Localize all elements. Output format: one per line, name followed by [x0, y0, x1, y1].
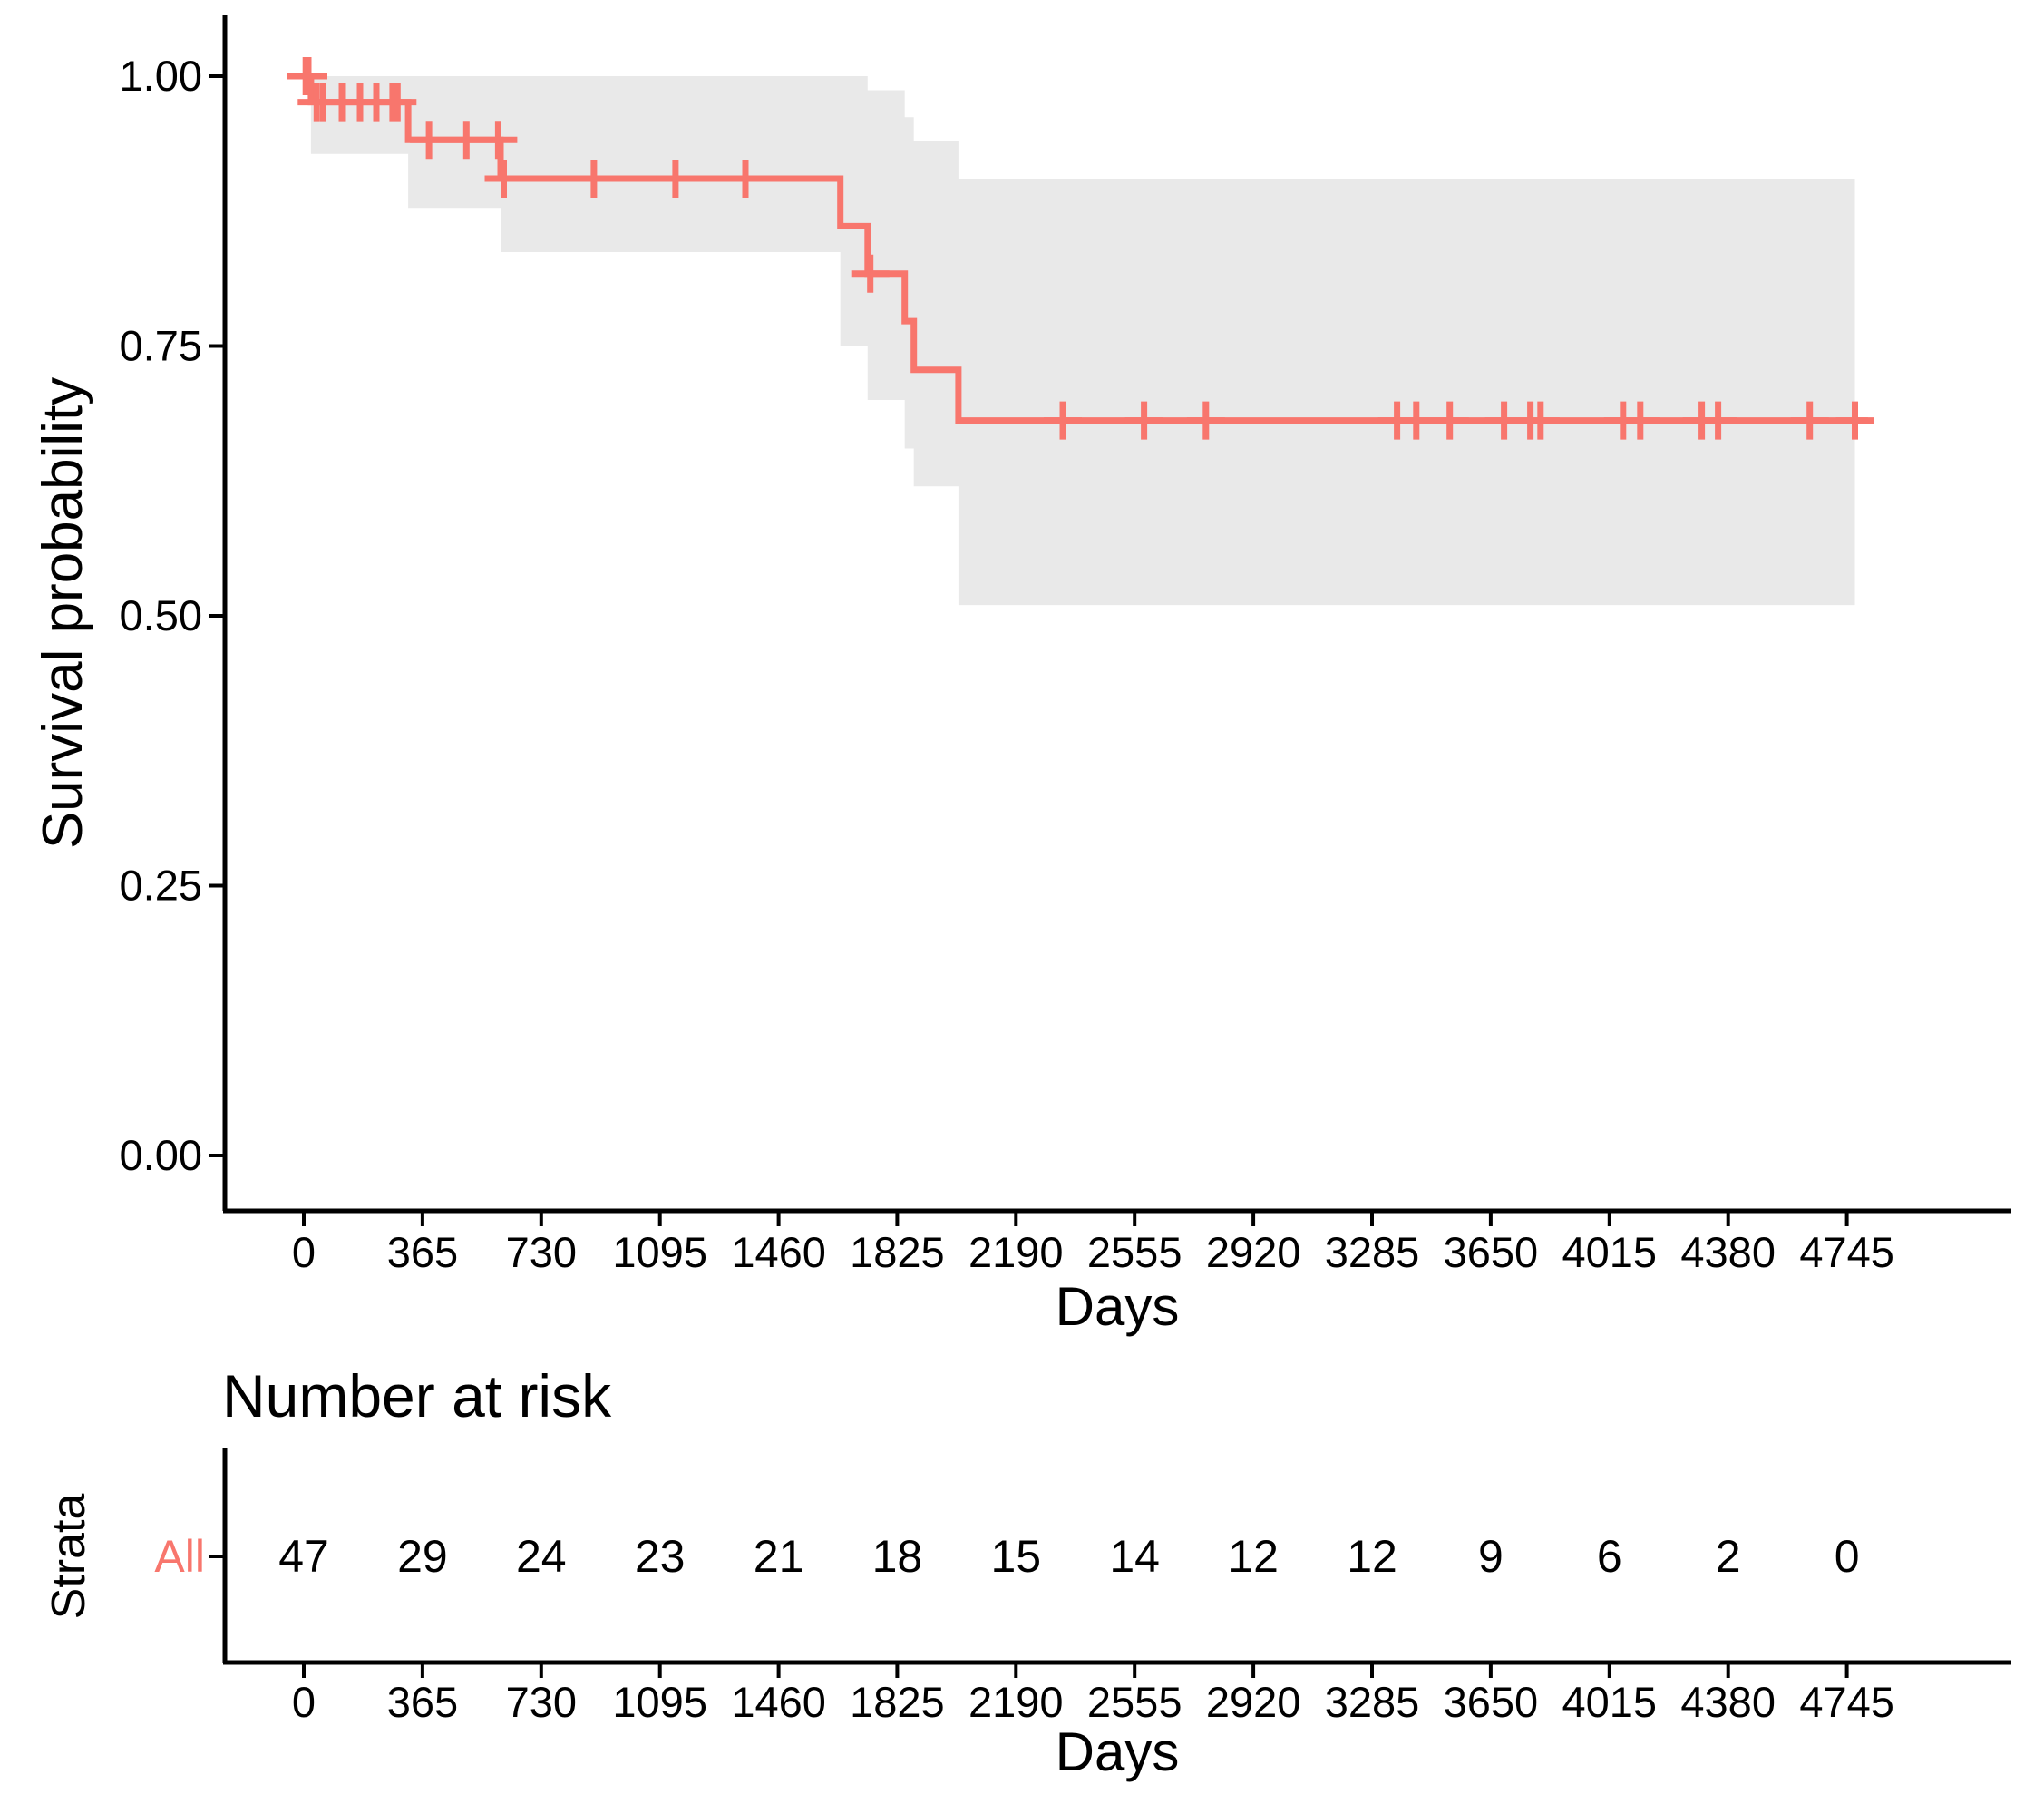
y-tick-label: 0.00 [120, 1131, 202, 1179]
risk-x-tick-label: 1095 [612, 1678, 707, 1726]
x-tick-label: 1460 [731, 1228, 826, 1276]
risk-count: 29 [397, 1531, 448, 1582]
x-tick-label: 0 [292, 1228, 316, 1276]
risk-count: 23 [635, 1531, 686, 1582]
risk-x-tick-label: 3285 [1325, 1678, 1420, 1726]
risk-count: 18 [872, 1531, 923, 1582]
x-tick-label: 2555 [1087, 1228, 1183, 1276]
risk-x-tick-label: 3650 [1444, 1678, 1539, 1726]
risk-count: 47 [278, 1531, 329, 1582]
risk-x-tick-label: 2190 [968, 1678, 1064, 1726]
x-tick-label: 2920 [1206, 1228, 1301, 1276]
risk-x-tick-label: 4015 [1562, 1678, 1658, 1726]
x-tick-label: 3650 [1444, 1228, 1539, 1276]
risk-count: 24 [516, 1531, 567, 1582]
risk-count: 21 [754, 1531, 804, 1582]
risk-count: 14 [1109, 1531, 1160, 1582]
x-tick-label: 4015 [1562, 1228, 1658, 1276]
risk-x-tick-label: 1460 [731, 1678, 826, 1726]
x-axis-title-risk: Days [1055, 1721, 1180, 1782]
risk-axes [209, 1448, 2011, 1665]
strata-row-label: All [154, 1531, 205, 1582]
y-tick-label: 0.25 [120, 862, 202, 910]
risk-table-body: 0473652973024109523146021182518219015255… [278, 1531, 1894, 1726]
y-axis-title: Survival probability [32, 376, 94, 850]
y-tick-label: 0.75 [120, 322, 202, 370]
x-tick-label: 730 [506, 1228, 577, 1276]
x-axis-title-main: Days [1055, 1276, 1180, 1337]
risk-count: 0 [1835, 1531, 1860, 1582]
x-axis-ticks-main: 0 365 730 1095 1460 1825 2190 2555 2920 3285 3650 4… [292, 1211, 1894, 1276]
main-axes [222, 15, 2011, 1214]
y-axis-ticks: 1.00 0.75 0.50 0.25 0.00 [120, 52, 225, 1179]
x-tick-label: 365 [387, 1228, 458, 1276]
risk-x-tick-label: 4745 [1799, 1678, 1894, 1726]
risk-count: 12 [1347, 1531, 1397, 1582]
x-tick-label: 1095 [612, 1228, 707, 1276]
risk-x-tick-label: 4380 [1680, 1678, 1776, 1726]
risk-count: 15 [990, 1531, 1041, 1582]
strata-axis-title: Strata [43, 1493, 95, 1620]
risk-x-tick-label: 365 [387, 1678, 458, 1726]
risk-count: 12 [1228, 1531, 1279, 1582]
risk-x-tick-label: 0 [292, 1678, 316, 1726]
y-tick-label: 0.50 [120, 591, 202, 639]
risk-x-tick-label: 730 [506, 1678, 577, 1726]
risk-count: 2 [1716, 1531, 1741, 1582]
risk-count: 9 [1478, 1531, 1504, 1582]
confidence-band [310, 76, 1855, 606]
y-tick-label: 1.00 [120, 52, 202, 100]
risk-count: 6 [1597, 1531, 1622, 1582]
x-tick-label: 4745 [1799, 1228, 1894, 1276]
risk-table-title: Number at risk [222, 1362, 612, 1429]
risk-x-tick-label: 1825 [850, 1678, 945, 1726]
risk-x-tick-label: 2555 [1087, 1678, 1183, 1726]
x-tick-label: 2190 [968, 1228, 1064, 1276]
x-tick-label: 1825 [850, 1228, 945, 1276]
x-tick-label: 4380 [1680, 1228, 1776, 1276]
risk-x-tick-label: 2920 [1206, 1678, 1301, 1726]
x-tick-label: 3285 [1325, 1228, 1420, 1276]
censor-marks [287, 57, 1874, 440]
